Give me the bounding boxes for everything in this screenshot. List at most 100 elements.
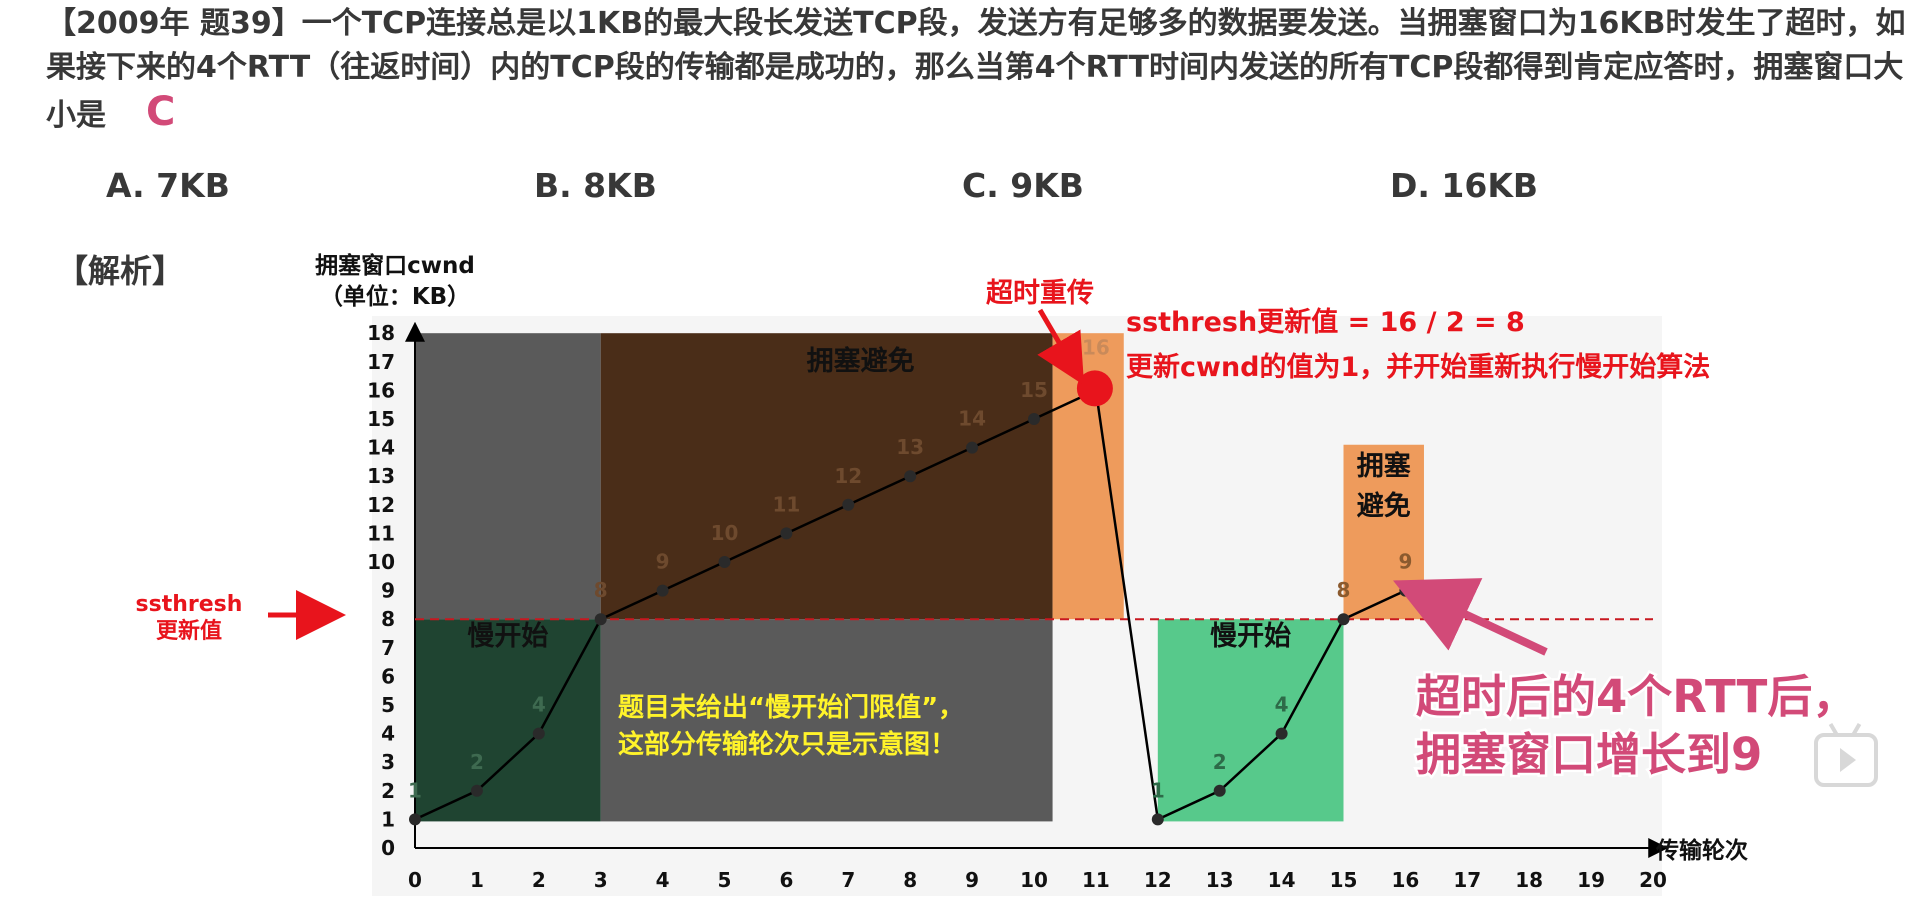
gray-region-top <box>415 333 601 620</box>
annotation-ssthresh-formula: ssthresh更新值 = 16 / 2 = 8 <box>1126 306 1525 338</box>
x-tick-label: 5 <box>718 868 732 892</box>
x-tick-label: 17 <box>1453 868 1481 892</box>
x-tick-label: 4 <box>656 868 670 892</box>
x-axis-label: 传输轮次 <box>1655 837 1748 864</box>
data-point <box>1151 813 1164 826</box>
annotation-result-2: 拥塞窗口增长到9 <box>1416 728 1762 781</box>
y-tick-label: 14 <box>367 436 395 460</box>
data-point <box>1337 613 1350 626</box>
data-point <box>904 470 917 483</box>
data-point <box>594 613 607 626</box>
question-body: 【2009年 题39】一个TCP连接总是以1KB的最大段长发送TCP段，发送方有… <box>46 6 1906 133</box>
y-tick-label: 13 <box>367 464 395 488</box>
data-point <box>656 584 669 597</box>
data-label: 1 <box>1151 778 1165 802</box>
data-point <box>780 527 793 540</box>
slow-start-region-1 <box>415 619 601 822</box>
data-label: 8 <box>1337 578 1351 602</box>
data-label: 12 <box>834 464 862 488</box>
slow-start-region-2 <box>1157 619 1344 822</box>
data-point <box>470 784 483 797</box>
region-label-ss-2: 慢开始 <box>1210 620 1291 652</box>
x-tick-label: 7 <box>841 868 855 892</box>
y-tick-label: 9 <box>381 579 395 603</box>
region-label-ca-1: 拥塞避免 <box>807 345 915 377</box>
x-tick-label: 11 <box>1082 868 1110 892</box>
annotation-note-2: 这部分传输轮次只是示意图！ <box>618 729 956 760</box>
annotation-cwnd-reset: 更新cwnd的值为1，并开始重新执行慢开始算法 <box>1126 351 1710 383</box>
x-tick-label: 2 <box>532 868 546 892</box>
option-d: D. 16KB <box>1390 166 1539 205</box>
data-label: 13 <box>896 435 924 459</box>
y-tick-label: 2 <box>381 779 395 803</box>
annotation-result-1: 超时后的4个RTT后， <box>1416 670 1857 723</box>
y-tick-label: 10 <box>367 550 395 574</box>
annotation-timeout: 超时重传 <box>986 278 1094 309</box>
congestion-avoid-region-1 <box>600 333 1053 620</box>
y-tick-label: 12 <box>367 493 395 517</box>
y-tick-label: 4 <box>381 722 395 746</box>
data-point <box>532 727 545 740</box>
data-point <box>1028 413 1040 425</box>
y-tick-label: 8 <box>381 607 395 631</box>
data-label: 9 <box>656 550 670 574</box>
question-text: 【2009年 题39】一个TCP连接总是以1KB的最大段长发送TCP段，发送方有… <box>46 2 1906 138</box>
timeout-point <box>1076 370 1113 407</box>
region-label-ss-1: 慢开始 <box>467 620 548 652</box>
y-tick-label: 16 <box>367 378 395 402</box>
x-tick-label: 16 <box>1391 868 1419 892</box>
data-label: 2 <box>470 750 484 774</box>
data-label: 2 <box>1213 750 1227 774</box>
x-tick-label: 3 <box>594 868 608 892</box>
x-tick-label: 19 <box>1577 868 1605 892</box>
x-tick-label: 8 <box>903 868 917 892</box>
option-a: A. 7KB <box>106 166 230 205</box>
annotation-note-1: 题目未给出“慢开始门限值”， <box>618 692 964 723</box>
data-point <box>1275 727 1288 740</box>
y-axis-unit: （单位：KB） <box>320 283 470 310</box>
data-point <box>409 813 421 826</box>
x-tick-label: 1 <box>470 868 484 892</box>
answer-mark: C <box>146 89 176 135</box>
y-tick-label: 0 <box>381 836 395 860</box>
x-tick-label: 12 <box>1144 868 1172 892</box>
annotation-ssthresh-label-1: ssthresh <box>136 592 243 617</box>
x-tick-label: 10 <box>1020 868 1048 892</box>
y-tick-label: 17 <box>367 350 395 374</box>
data-point <box>1399 584 1412 597</box>
y-tick-label: 11 <box>367 521 395 545</box>
x-tick-label: 15 <box>1330 868 1358 892</box>
data-label: 4 <box>1275 693 1289 717</box>
video-logo-icon <box>1814 733 1878 787</box>
result-arrow <box>1393 578 1548 656</box>
y-tick-label: 3 <box>381 750 395 774</box>
data-label: 14 <box>958 407 986 431</box>
data-point <box>1213 784 1226 797</box>
y-tick-label: 15 <box>367 407 395 431</box>
y-axis-label: 拥塞窗口cwnd <box>315 252 475 279</box>
data-point <box>718 556 731 568</box>
data-point <box>966 441 979 454</box>
option-c: C. 9KB <box>962 166 1084 205</box>
data-label: 8 <box>594 578 608 602</box>
y-tick-label: 6 <box>381 664 395 688</box>
annotation-ssthresh-label-2: 更新值 <box>156 618 222 644</box>
y-tick-label: 7 <box>381 636 395 660</box>
y-tick-label: 5 <box>381 693 395 717</box>
option-b: B. 8KB <box>534 166 657 205</box>
x-tick-label: 9 <box>965 868 979 892</box>
x-tick-label: 14 <box>1268 868 1296 892</box>
x-tick-label: 18 <box>1515 868 1543 892</box>
region-label-ca-2-line2: 避免 <box>1357 490 1411 522</box>
data-label: 11 <box>772 492 800 516</box>
x-tick-label: 6 <box>779 868 793 892</box>
analysis-label: 【解析】 <box>56 252 185 290</box>
y-tick-label: 1 <box>381 807 395 831</box>
data-label: 16 <box>1082 335 1110 359</box>
data-label: 9 <box>1398 550 1412 574</box>
data-label: 10 <box>711 521 739 545</box>
gray-region-bottom <box>600 619 1053 822</box>
x-tick-label: 0 <box>408 868 422 892</box>
data-label: 4 <box>532 693 546 717</box>
